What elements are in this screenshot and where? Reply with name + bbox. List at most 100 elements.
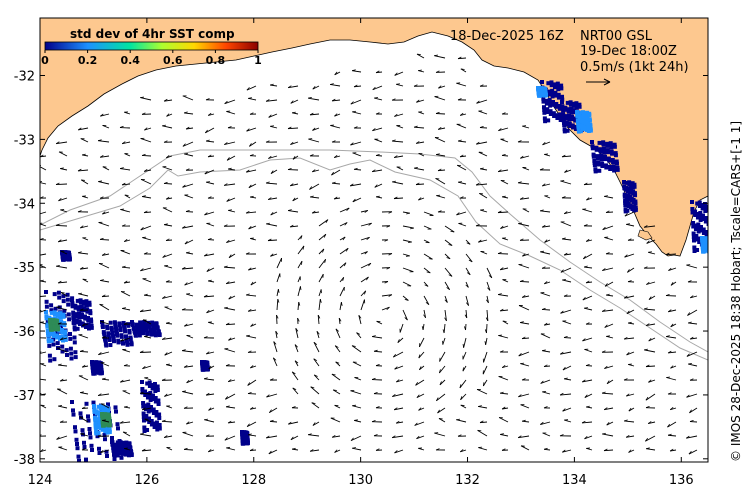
current-arrow-head — [375, 153, 380, 156]
current-arrow — [519, 281, 530, 283]
sst-pixel — [554, 104, 559, 109]
current-arrow — [226, 155, 236, 161]
sst-pixel — [54, 326, 59, 331]
current-arrow — [101, 295, 110, 298]
current-arrow — [270, 211, 278, 216]
sst-pixel — [560, 104, 565, 109]
current-arrow — [500, 138, 509, 143]
current-arrow-head — [478, 239, 482, 243]
sst-pixel — [706, 218, 708, 223]
sst-pixel — [72, 321, 77, 326]
sst-pixel — [547, 89, 552, 94]
current-arrow — [339, 286, 345, 297]
current-arrow-head — [667, 309, 672, 313]
current-arrow-head — [292, 111, 296, 114]
sst-pixel — [60, 251, 65, 256]
current-arrow-head — [79, 266, 84, 270]
current-arrow-head — [559, 351, 564, 355]
sst-pixel — [550, 91, 555, 96]
current-arrow-head — [123, 280, 128, 284]
current-arrow — [248, 309, 257, 312]
current-arrow-head — [459, 196, 464, 199]
current-arrow-head — [98, 352, 102, 356]
current-arrow — [518, 223, 530, 227]
sst-pixel — [599, 157, 604, 162]
sst-pixel — [45, 328, 50, 333]
current-arrow — [486, 281, 491, 291]
current-arrow-head — [626, 393, 630, 397]
current-arrow-head — [670, 282, 674, 286]
sst-pixel — [707, 249, 708, 254]
current-arrow-head — [143, 252, 148, 255]
current-arrow-head — [484, 341, 487, 345]
current-arrow — [465, 309, 468, 319]
current-arrow — [476, 388, 488, 395]
current-arrow-head — [79, 349, 84, 352]
sst-pixel — [706, 222, 708, 226]
sst-pixel — [569, 108, 574, 113]
current-arrow — [520, 197, 530, 200]
sst-pixel — [608, 141, 613, 146]
current-arrow — [182, 95, 194, 101]
current-arrow — [483, 351, 488, 363]
sst-pixel — [606, 156, 611, 161]
current-arrow — [416, 99, 425, 103]
sst-pixel — [56, 290, 61, 295]
sst-pixel — [149, 419, 154, 423]
current-arrow — [648, 421, 656, 425]
current-arrow-head — [184, 152, 189, 155]
sst-pixel — [690, 207, 695, 211]
y-tick-label: -33 — [14, 133, 35, 148]
current-arrow-head — [687, 312, 691, 316]
sst-pixel — [146, 406, 151, 410]
current-arrow — [456, 123, 467, 129]
current-arrow-head — [246, 423, 250, 427]
sst-pixel — [133, 332, 138, 337]
current-arrow — [78, 293, 89, 297]
sst-pixel — [129, 452, 134, 457]
current-arrow-head — [585, 322, 590, 325]
sst-pixel — [130, 321, 135, 326]
current-arrow-head — [40, 434, 42, 436]
current-arrow — [276, 273, 281, 283]
sst-pixel — [603, 157, 608, 162]
current-arrow — [270, 125, 278, 129]
sst-pixel — [601, 142, 606, 147]
current-arrow — [542, 432, 551, 437]
current-arrow-head — [388, 211, 393, 214]
sst-pixel — [695, 215, 700, 220]
sst-pixel — [61, 294, 66, 299]
current-arrow — [356, 332, 362, 339]
current-arrow-head — [604, 283, 608, 287]
current-arrow-head — [248, 184, 252, 188]
current-arrow-head — [183, 447, 188, 450]
current-arrow — [497, 211, 509, 214]
current-arrow-head — [602, 432, 606, 435]
current-arrow-head — [163, 435, 168, 438]
sst-pixel — [547, 92, 552, 97]
sst-pixel — [107, 336, 112, 341]
sst-pixel — [155, 424, 160, 428]
current-arrow — [456, 82, 467, 87]
sst-pixel — [561, 108, 566, 113]
sst-pixel — [67, 317, 72, 322]
sst-pixel — [574, 127, 578, 131]
sst-pixel — [607, 158, 612, 163]
sst-pixel — [551, 111, 556, 116]
current-arrow — [308, 138, 320, 143]
current-arrow-head — [139, 391, 144, 394]
current-arrow — [418, 351, 425, 359]
current-arrow-head — [582, 338, 586, 342]
current-arrow-head — [270, 253, 274, 257]
current-arrow-head — [460, 449, 464, 453]
sst-pixel — [703, 219, 708, 224]
current-arrow — [414, 421, 425, 426]
current-arrow — [520, 155, 530, 159]
current-arrow-head — [310, 386, 315, 389]
current-arrow-head — [141, 407, 146, 411]
current-arrow — [140, 309, 152, 313]
current-arrow-head — [502, 195, 506, 198]
sst-pixel — [105, 412, 110, 417]
sst-pixel — [147, 323, 152, 328]
sst-pixel — [68, 332, 72, 336]
